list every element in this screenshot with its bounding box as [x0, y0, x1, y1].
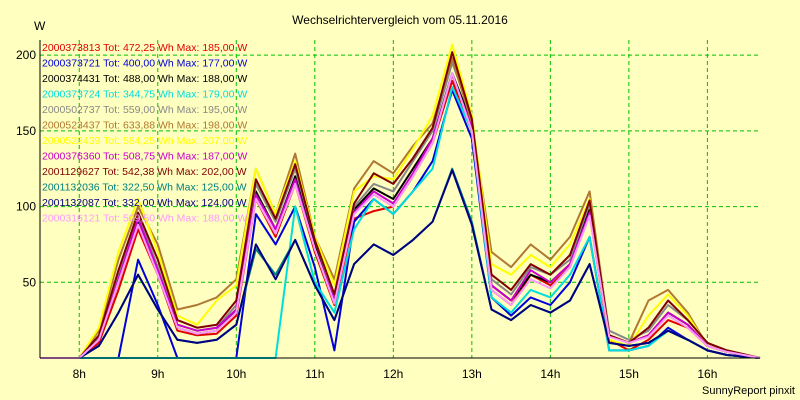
x-tick-label: 12h	[383, 367, 403, 381]
x-tick-label: 8h	[73, 367, 86, 381]
legend-entry: 2000373813 Tot: 472,25 Wh Max: 185,00 W	[42, 42, 247, 54]
x-tick-label: 16h	[697, 367, 717, 381]
series-line-5	[40, 57, 761, 359]
legend-entry: 2000316121 Tot: 509,50 Wh Max: 188,00 W	[42, 213, 247, 225]
x-tick-label: 15h	[619, 367, 639, 381]
x-tick-label: 9h	[151, 367, 164, 381]
y-tick-label: 100	[16, 200, 36, 214]
legend-entry: 2001132036 Tot: 322,50 Wh Max: 125,00 W	[42, 182, 247, 194]
series-line-8	[40, 51, 761, 359]
tick-labels: 50 100 150 200 8h 9h 10h 11h 12h 13h 14h 15h 16h	[16, 48, 717, 381]
y-axis-label: W	[34, 19, 46, 33]
axes	[39, 40, 760, 359]
y-tick-label: 150	[16, 124, 36, 138]
series-lines	[40, 43, 761, 359]
x-tick-label: 14h	[540, 367, 560, 381]
y-tick-label: 200	[16, 48, 36, 62]
legend-entry: 2000502737 Tot: 559,00 Wh Max: 195,00 W	[42, 104, 247, 116]
legend-entry: 2000523437 Tot: 633,88 Wh Max: 198,00 W	[42, 120, 247, 132]
legend-entry: 2000374431 Tot: 488,00 Wh Max: 188,00 W	[42, 73, 247, 85]
legend-entry: 2000376360 Tot: 508,75 Wh Max: 187,00 W	[42, 151, 247, 163]
x-tick-label: 10h	[226, 367, 246, 381]
legend: 2000373813 Tot: 472,25 Wh Max: 185,00 W 2…	[42, 42, 247, 225]
legend-entry: 2001132087 Tot: 332,00 Wh Max: 124,00 W	[42, 197, 247, 209]
x-tick-label: 11h	[305, 367, 324, 381]
series-line-10	[40, 169, 761, 359]
x-tick-label: 13h	[462, 367, 482, 381]
chart-title: Wechselrichtervergleich vom 05.11.2016	[292, 13, 508, 27]
legend-entry: 2000373721 Tot: 400,00 Wh Max: 177,00 W	[42, 58, 247, 70]
legend-entry: 2000373724 Tot: 344,75 Wh Max: 179,00 W	[42, 89, 247, 101]
footer-credit: SunnyReport pinxit	[702, 385, 795, 397]
y-tick-label: 50	[23, 275, 37, 289]
legend-entry: 2000523439 Tot: 584,25 Wh Max: 207,00 W	[42, 135, 247, 147]
legend-entry: 2001129627 Tot: 542,38 Wh Max: 202,00 W	[42, 166, 247, 178]
series-line-11	[40, 72, 761, 359]
